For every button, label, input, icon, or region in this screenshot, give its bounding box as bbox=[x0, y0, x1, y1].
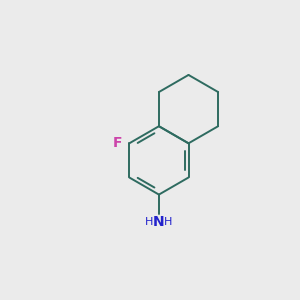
Text: H: H bbox=[145, 217, 154, 227]
Text: N: N bbox=[153, 215, 165, 230]
Text: H: H bbox=[164, 217, 172, 227]
Text: F: F bbox=[112, 136, 122, 150]
